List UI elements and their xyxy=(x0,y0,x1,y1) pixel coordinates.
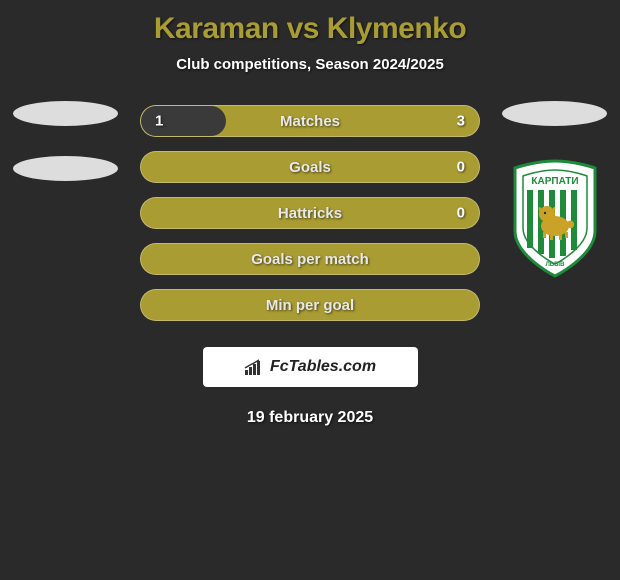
club-crest-placeholder xyxy=(13,156,118,181)
stat-value-left: 1 xyxy=(155,113,163,130)
svg-text:ЛЬВІВ: ЛЬВІВ xyxy=(545,262,565,268)
stats-area: КАРПАТИ xyxy=(0,101,620,321)
stat-value-right: 0 xyxy=(457,159,465,176)
stat-label: Min per goal xyxy=(266,297,354,314)
stat-label: Goals per match xyxy=(251,251,369,268)
right-player-badges: КАРПАТИ xyxy=(497,101,612,281)
karpaty-crest-icon: КАРПАТИ xyxy=(505,156,605,281)
stat-bar: Matches 1 3 xyxy=(140,105,480,137)
club-crest-karpaty: КАРПАТИ xyxy=(505,156,605,281)
bar-chart-icon xyxy=(244,358,266,376)
infographic-root: Karaman vs Klymenko Club competitions, S… xyxy=(0,0,620,435)
stat-label: Hattricks xyxy=(278,205,342,222)
svg-text:КАРПАТИ: КАРПАТИ xyxy=(531,176,578,187)
stat-bar: Min per goal xyxy=(140,289,480,321)
stat-rows: Matches 1 3 Goals 0 Hattricks 0 Goals per match… xyxy=(140,101,480,321)
stat-value-right: 0 xyxy=(457,205,465,222)
player-photo-placeholder xyxy=(13,101,118,126)
date-text: 19 february 2025 xyxy=(0,409,620,427)
brand-text: FcTables.com xyxy=(270,358,376,376)
left-player-badges xyxy=(8,101,123,181)
stat-bar: Goals per match xyxy=(140,243,480,275)
page-title: Karaman vs Klymenko xyxy=(0,12,620,46)
subtitle: Club competitions, Season 2024/2025 xyxy=(0,56,620,73)
stat-value-right: 3 xyxy=(457,113,465,130)
stat-label: Matches xyxy=(280,113,340,130)
stat-bar: Goals 0 xyxy=(140,151,480,183)
brand-box: FcTables.com xyxy=(203,347,418,387)
stat-label: Goals xyxy=(289,159,331,176)
player-photo-placeholder xyxy=(502,101,607,126)
stat-bar: Hattricks 0 xyxy=(140,197,480,229)
stat-fill-left xyxy=(141,106,226,136)
